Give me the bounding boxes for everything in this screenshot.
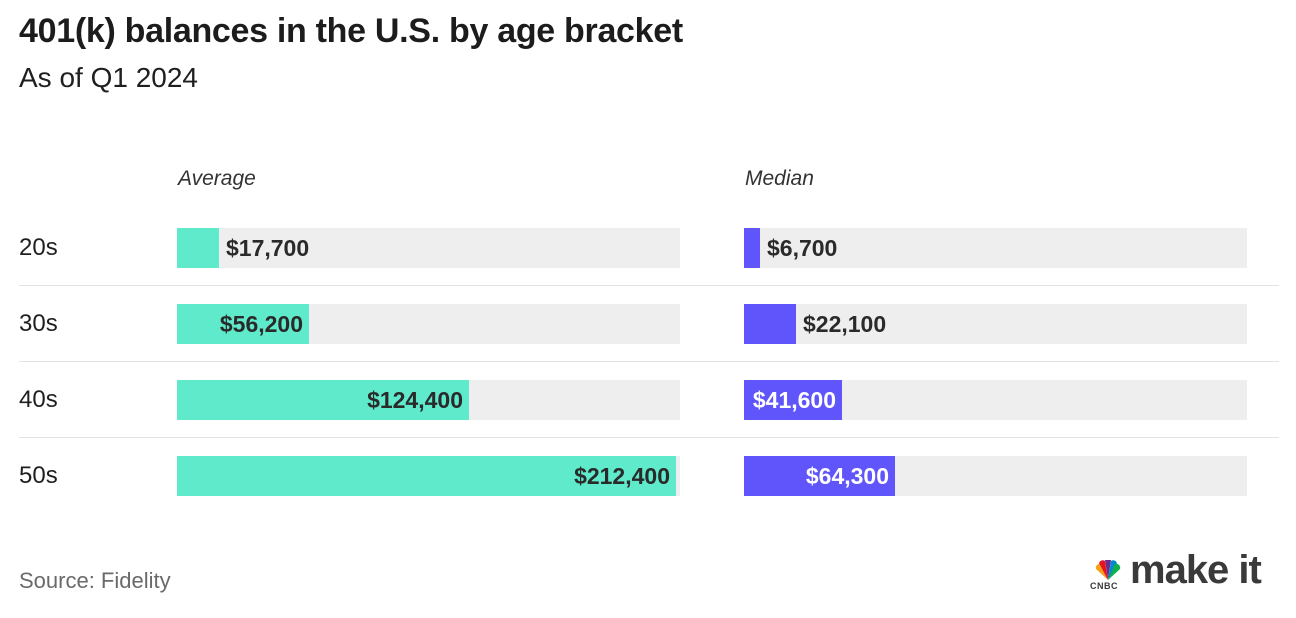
average-bar-50s — [177, 456, 676, 496]
median-value-20s: $6,700 — [767, 235, 838, 261]
median-track-30s: $22,100 — [744, 304, 1247, 344]
peacock-icon — [1095, 560, 1121, 580]
median-value-30s: $22,100 — [803, 311, 887, 337]
row-label-30s: 30s — [19, 310, 58, 337]
median-bar-30s — [744, 304, 796, 344]
row-divider — [19, 361, 1279, 362]
chart-subtitle: As of Q1 2024 — [19, 62, 199, 93]
median-bar-50s — [744, 456, 895, 496]
average-bar-20s — [177, 228, 219, 268]
chart-title: 401(k) balances in the U.S. by age brack… — [19, 12, 683, 50]
median-value-40s: $41,600 — [752, 387, 836, 413]
average-panel-label: Average — [178, 167, 256, 190]
median-bar-40s — [744, 380, 842, 420]
row-divider — [19, 285, 1279, 286]
average-bar-40s — [177, 380, 469, 420]
logo-wordmark: make it — [1130, 548, 1262, 592]
average-track-50s: $212,400 — [177, 456, 680, 496]
average-value-20s: $17,700 — [226, 235, 310, 261]
average-bar-30s — [177, 304, 309, 344]
average-track-20s: $17,700 — [177, 228, 680, 268]
median-value-50s: $64,300 — [805, 463, 889, 489]
median-track-40s: $41,600 — [744, 380, 1247, 420]
logo-brand: CNBC — [1090, 581, 1118, 591]
row-label-40s: 40s — [19, 386, 58, 413]
average-value-50s: $212,400 — [574, 463, 670, 489]
row-divider — [19, 437, 1279, 438]
average-track-40s: $124,400 — [177, 380, 680, 420]
median-track-50s: $64,300 — [744, 456, 1247, 496]
median-track-20s: $6,700 — [744, 228, 1247, 268]
median-bar-20s — [744, 228, 760, 268]
average-value-40s: $124,400 — [367, 387, 463, 413]
row-label-20s: 20s — [19, 234, 58, 261]
cnbc-make-it-logo: CNBC make it — [1090, 548, 1280, 596]
row-label-50s: 50s — [19, 462, 58, 489]
source-note: Source: Fidelity — [19, 568, 171, 593]
median-panel-label: Median — [745, 167, 814, 190]
average-value-30s: $56,200 — [219, 311, 303, 337]
average-track-30s: $56,200 — [177, 304, 680, 344]
